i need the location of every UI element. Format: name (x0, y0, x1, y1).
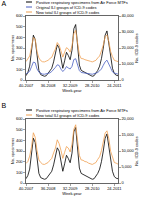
svg-text:Original ILI groups of ICD-9 c: Original ILI groups of ICD-9 codes (36, 5, 96, 10)
svg-text:15,000: 15,000 (121, 132, 134, 137)
svg-text:400: 400 (16, 138, 23, 143)
svg-text:32-2009: 32-2009 (63, 83, 78, 88)
svg-text:No. specimens: No. specimens (10, 35, 15, 61)
svg-text:Positive respiratory specimens: Positive respiratory specimens from Air … (36, 108, 128, 113)
svg-text:Week-year: Week-year (62, 88, 82, 93)
svg-text:30,000: 30,000 (121, 29, 134, 34)
svg-text:0: 0 (121, 180, 124, 185)
svg-text:300: 300 (16, 45, 23, 50)
svg-text:40-2007: 40-2007 (19, 186, 34, 191)
svg-text:600: 600 (16, 116, 23, 121)
svg-text:Positive respiratory specimens: Positive respiratory specimens from Air … (36, 0, 128, 5)
svg-text:28-2010: 28-2010 (85, 186, 100, 191)
svg-text:32-2009: 32-2009 (63, 186, 78, 191)
svg-text:No. ICD-9 codes: No. ICD-9 codes (134, 136, 139, 166)
svg-text:0: 0 (121, 77, 124, 82)
svg-text:400: 400 (16, 35, 23, 40)
svg-text:0: 0 (20, 180, 23, 185)
svg-text:200: 200 (16, 159, 23, 164)
svg-text:B: B (2, 102, 7, 109)
svg-text:500: 500 (16, 24, 23, 29)
svg-text:24-2011: 24-2011 (107, 186, 122, 191)
svg-text:No. specimens: No. specimens (10, 138, 15, 164)
svg-text:40,000: 40,000 (121, 13, 134, 18)
svg-text:24-2011: 24-2011 (107, 83, 122, 88)
svg-text:10,000: 10,000 (121, 148, 134, 153)
svg-text:200: 200 (16, 56, 23, 61)
svg-text:20,000: 20,000 (121, 116, 134, 121)
svg-text:No. ICD-9 codes: No. ICD-9 codes (134, 33, 139, 63)
svg-text:0: 0 (20, 77, 23, 82)
svg-text:20,000: 20,000 (121, 45, 134, 50)
svg-text:A: A (2, 0, 7, 7)
svg-text:5,000: 5,000 (121, 164, 132, 169)
svg-text:10,000: 10,000 (121, 61, 134, 66)
svg-text:Week-year: Week-year (62, 191, 82, 196)
svg-text:28-2010: 28-2010 (85, 83, 100, 88)
svg-text:40-2007: 40-2007 (19, 83, 34, 88)
svg-text:300: 300 (16, 148, 23, 153)
svg-text:100: 100 (16, 170, 23, 175)
svg-text:100: 100 (16, 67, 23, 72)
svg-text:600: 600 (16, 13, 23, 18)
svg-text:500: 500 (16, 127, 23, 132)
svg-text:New total ILI groups of ICD-9: New total ILI groups of ICD-9 codes (36, 10, 99, 15)
svg-text:New total ILI groups of ICD-9: New total ILI groups of ICD-9 codes (36, 113, 99, 118)
svg-text:36-2008: 36-2008 (41, 83, 56, 88)
svg-text:36-2008: 36-2008 (41, 186, 56, 191)
